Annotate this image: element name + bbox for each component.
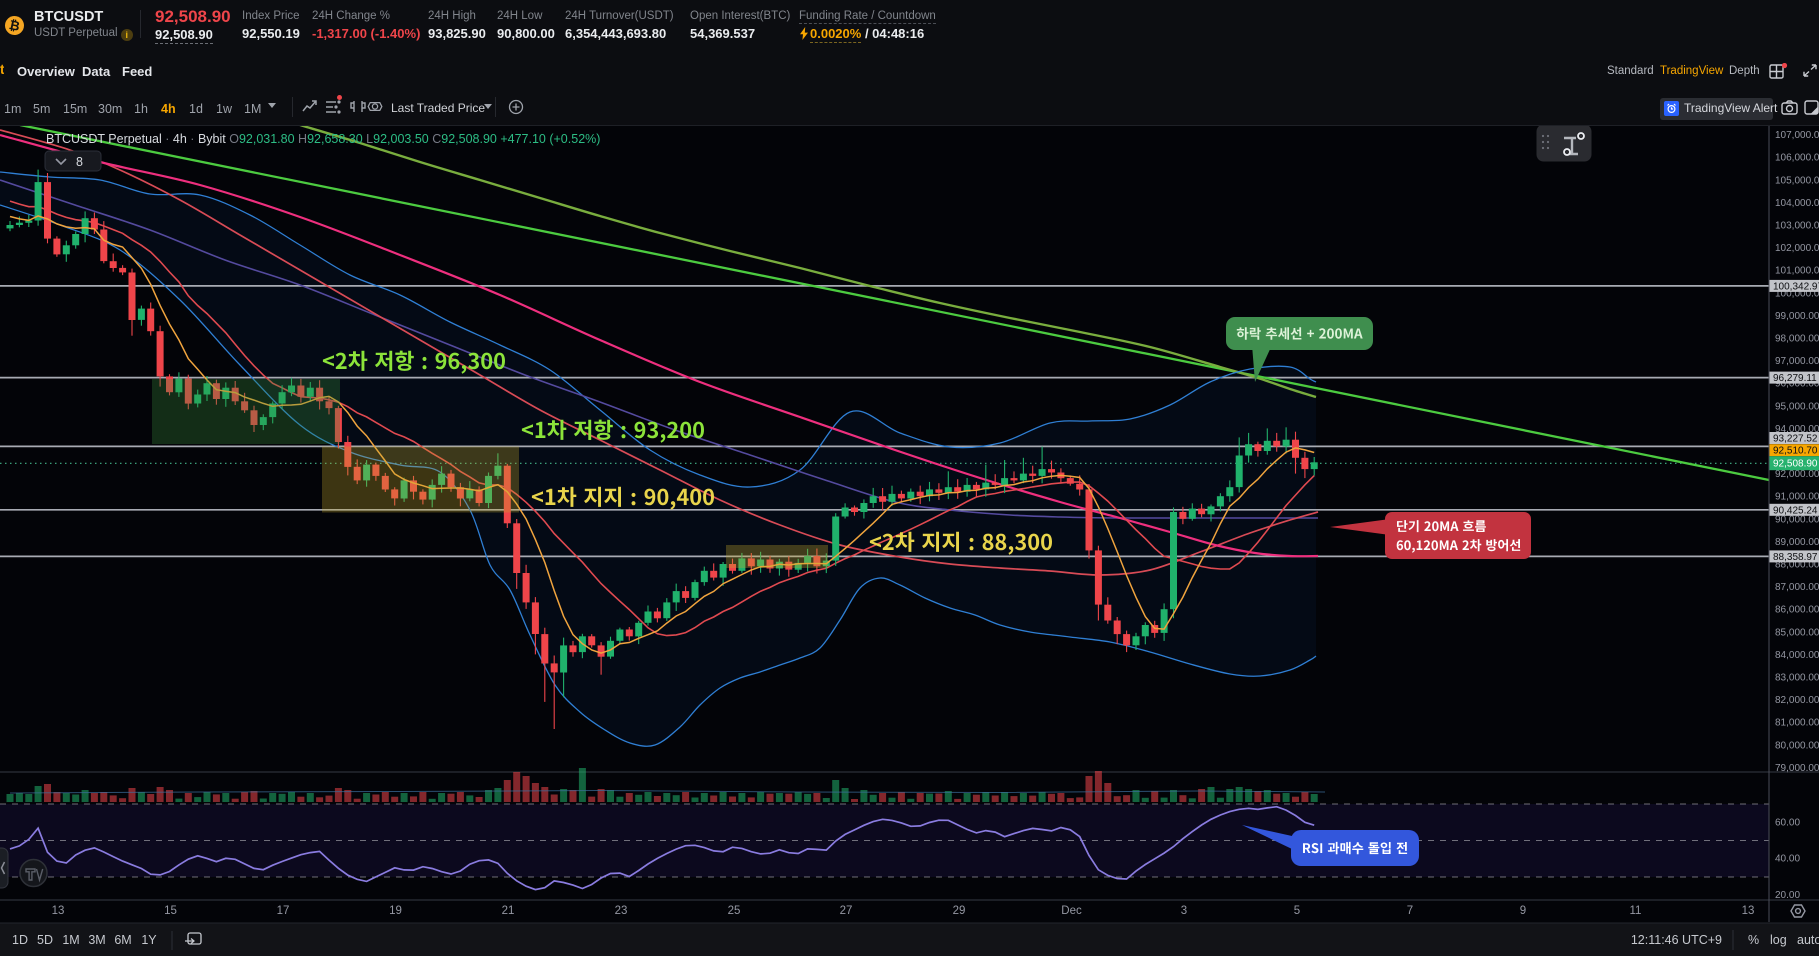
svg-text:88,000.00: 88,000.00 xyxy=(1775,560,1819,571)
svg-text:log: log xyxy=(1770,933,1787,947)
svg-text:89,000.00: 89,000.00 xyxy=(1775,537,1819,548)
svg-text:85,000.00: 85,000.00 xyxy=(1775,627,1819,638)
svg-text:86,000.00: 86,000.00 xyxy=(1775,605,1819,616)
svg-text:Dec: Dec xyxy=(1061,905,1082,917)
svg-text:15: 15 xyxy=(164,905,177,917)
svg-text:7: 7 xyxy=(1407,905,1413,917)
svg-text:21: 21 xyxy=(502,905,515,917)
svg-text:105,000.00: 105,000.00 xyxy=(1775,175,1819,186)
svg-text:29: 29 xyxy=(953,905,966,917)
svg-text:3M: 3M xyxy=(88,933,105,947)
svg-text:5: 5 xyxy=(1294,905,1300,917)
svg-text:82,000.00: 82,000.00 xyxy=(1775,695,1819,706)
svg-text:9: 9 xyxy=(1520,905,1526,917)
svg-text:17: 17 xyxy=(277,905,290,917)
svg-text:11: 11 xyxy=(1630,905,1642,917)
svg-text:98,000.00: 98,000.00 xyxy=(1775,334,1819,345)
svg-text:12:11:46 UTC+9: 12:11:46 UTC+9 xyxy=(1631,933,1722,947)
svg-text:23: 23 xyxy=(615,905,628,917)
svg-text:103,000.00: 103,000.00 xyxy=(1775,221,1819,232)
svg-text:27: 27 xyxy=(840,905,853,917)
svg-text:99,000.00: 99,000.00 xyxy=(1775,311,1819,322)
svg-text:auto: auto xyxy=(1797,933,1819,947)
svg-text:13: 13 xyxy=(1742,905,1755,917)
svg-text:5D: 5D xyxy=(37,933,53,947)
svg-text:1Y: 1Y xyxy=(141,933,157,947)
svg-text:96,000.00: 96,000.00 xyxy=(1775,379,1819,390)
svg-text:97,000.00: 97,000.00 xyxy=(1775,356,1819,367)
svg-text:13: 13 xyxy=(52,905,65,917)
svg-text:84,000.00: 84,000.00 xyxy=(1775,650,1819,661)
svg-text:81,000.00: 81,000.00 xyxy=(1775,718,1819,729)
svg-text:104,000.00: 104,000.00 xyxy=(1775,198,1819,209)
svg-text:92,510.70: 92,510.70 xyxy=(1773,446,1818,457)
svg-text:100,000.00: 100,000.00 xyxy=(1775,288,1819,299)
svg-text:BTCUSDT Perpetual · 4h · Bybit: BTCUSDT Perpetual · 4h · Bybit O92,031.8… xyxy=(46,132,600,146)
svg-text:83,000.00: 83,000.00 xyxy=(1775,673,1819,684)
svg-text:20.00: 20.00 xyxy=(1775,890,1800,901)
svg-text:80,000.00: 80,000.00 xyxy=(1775,740,1819,751)
svg-text:25: 25 xyxy=(728,905,741,917)
svg-text:90,425.24: 90,425.24 xyxy=(1773,505,1818,516)
svg-text:1D: 1D xyxy=(12,933,28,947)
svg-text:96,279.11: 96,279.11 xyxy=(1773,373,1817,384)
svg-text:94,000.00: 94,000.00 xyxy=(1775,424,1819,435)
svg-text:93,227.52: 93,227.52 xyxy=(1773,434,1818,445)
svg-text:1M: 1M xyxy=(62,933,79,947)
svg-text:40.00: 40.00 xyxy=(1775,854,1800,865)
svg-text:100,342.97: 100,342.97 xyxy=(1773,281,1819,292)
svg-text:%: % xyxy=(1748,933,1759,947)
svg-text:92,508.90: 92,508.90 xyxy=(1773,459,1818,470)
svg-text:101,000.00: 101,000.00 xyxy=(1775,266,1819,277)
svg-text:60.00: 60.00 xyxy=(1775,818,1800,829)
svg-text:87,000.00: 87,000.00 xyxy=(1775,582,1819,593)
svg-text:91,000.00: 91,000.00 xyxy=(1775,492,1819,503)
svg-text:102,000.00: 102,000.00 xyxy=(1775,243,1819,254)
svg-text:107,000.00: 107,000.00 xyxy=(1775,130,1819,141)
svg-text:90,000.00: 90,000.00 xyxy=(1775,514,1819,525)
svg-text:92,000.00: 92,000.00 xyxy=(1775,469,1819,480)
svg-text:3: 3 xyxy=(1181,905,1187,917)
svg-text:6M: 6M xyxy=(114,933,131,947)
svg-text:106,000.00: 106,000.00 xyxy=(1775,153,1819,164)
svg-text:8: 8 xyxy=(76,155,83,169)
svg-text:79,000.00: 79,000.00 xyxy=(1775,763,1819,774)
svg-text:95,000.00: 95,000.00 xyxy=(1775,401,1819,412)
svg-text:88,358.97: 88,358.97 xyxy=(1773,552,1818,563)
svg-text:19: 19 xyxy=(389,905,402,917)
